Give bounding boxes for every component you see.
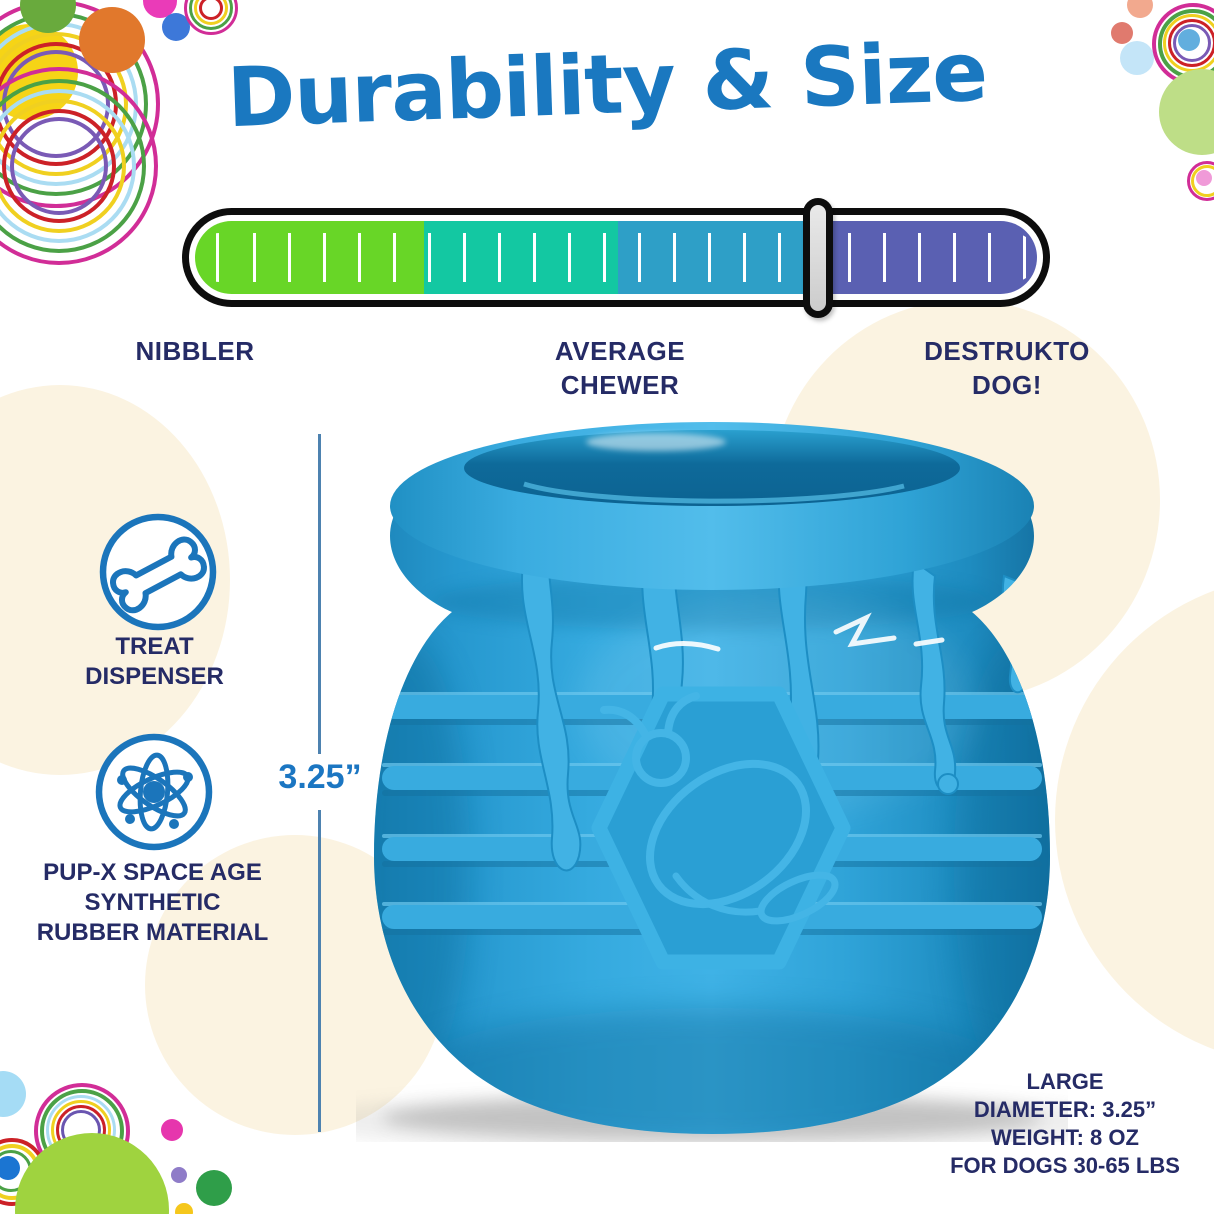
measurement-line-top [318,434,321,754]
meter-label-nibbler: NIBBLER [135,336,255,366]
meter-slider-handle[interactable] [803,198,833,318]
bee-hexagon-emblem [591,686,851,970]
spec-diameter: DIAMETER: 3.25” [973,1097,1157,1122]
meter-label-average-chewer: AVERAGE CHEWER [554,336,686,400]
honey-pot-product-photo [356,422,1068,1142]
meter-label-destrukto-dog: DESTRUKTO DOG! [924,336,1090,400]
atom-icon [95,733,213,851]
size-specs-block: LARGE DIAMETER: 3.25” WEIGHT: 8 OZ FOR D… [915,1068,1214,1180]
feature-label-treat-dispenser: TREAT DISPENSER [85,633,224,690]
durability-meter-track [195,221,1037,294]
spec-weight: WEIGHT: 8 OZ [991,1125,1139,1150]
feature-label-material: PUP-X SPACE AGE SYNTHETIC RUBBER MATERIA… [36,859,269,946]
durability-meter [182,208,1050,307]
bee-icon [600,692,839,925]
measurement-line-bottom [318,810,321,1132]
spec-dog-range: FOR DOGS 30-65 LBS [950,1153,1180,1178]
bone-icon [99,513,217,631]
spec-size: LARGE [1026,1069,1104,1094]
meter-tick-marks [195,233,1037,282]
measurement-value: 3.25” [278,758,362,796]
